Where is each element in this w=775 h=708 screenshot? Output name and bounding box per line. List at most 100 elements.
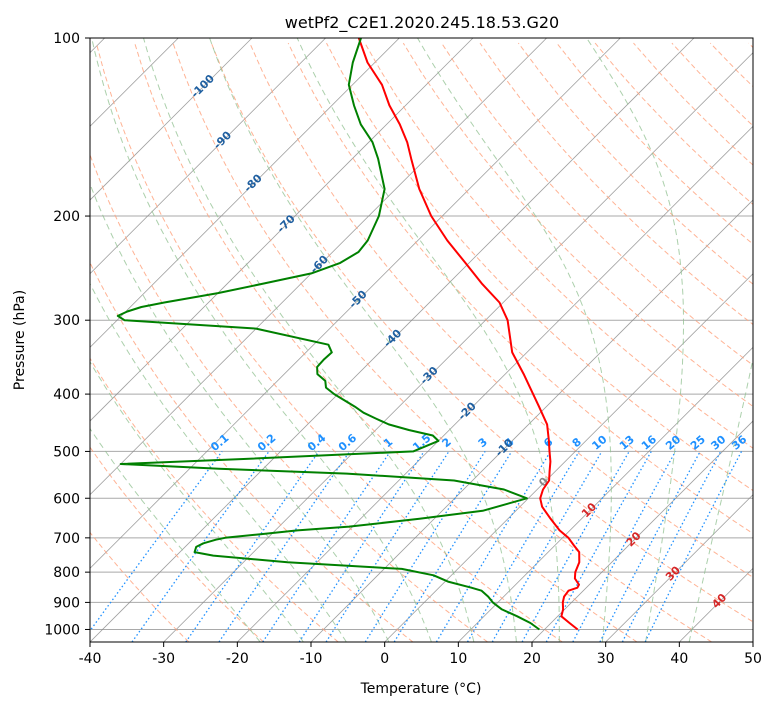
y-axis-title: Pressure (hPa) xyxy=(12,290,28,390)
isotherm-line xyxy=(90,38,695,642)
y-tick-label: 1000 xyxy=(44,622,80,638)
plot-frame xyxy=(89,37,754,643)
moist-adiabat-line xyxy=(296,38,560,642)
mixing-ratio-label: 20 xyxy=(663,433,683,453)
chart-title: wetPf2_C2E1.2020.245.18.53.G20 xyxy=(285,13,559,33)
dry-adiabat-line xyxy=(633,42,753,166)
dry-adiabat-line xyxy=(90,446,264,642)
y-tick-label: 100 xyxy=(53,31,80,47)
moist-adiabat-line xyxy=(90,427,261,642)
y-tick-label: 900 xyxy=(53,595,80,611)
isotherm-label: -90 xyxy=(211,128,234,151)
x-tick-label: -40 xyxy=(79,651,102,667)
x-tick-label: -20 xyxy=(226,651,249,667)
isotherm-line xyxy=(752,641,753,642)
data-layer xyxy=(116,38,581,631)
dry-adiabat-line xyxy=(709,42,753,88)
dry-adiabat-line xyxy=(90,357,339,642)
reference-label-layer: 0.1 0.2 0.4 0.6 1 1.5 2 3 4 6 8 10 13 16 20 25 30 36-100-… xyxy=(188,72,749,611)
moist-adiabat-line xyxy=(91,38,432,642)
isotherm-line xyxy=(90,38,326,275)
mixing-ratio-label: 36 xyxy=(729,433,749,453)
mixing-ratio-line xyxy=(393,451,513,642)
dry-adiabat-line xyxy=(249,42,753,578)
dry-adiabat-line xyxy=(287,42,753,535)
isotherm-label: 40 xyxy=(709,591,729,611)
isotherm-line xyxy=(237,125,753,642)
dry-adiabat-line xyxy=(402,42,753,408)
mixing-ratio-line xyxy=(185,451,320,642)
dry-adiabat-line xyxy=(517,42,753,285)
mixing-ratio-line xyxy=(262,451,391,642)
mixing-ratio-line xyxy=(298,451,425,642)
y-tick-label: 300 xyxy=(53,313,80,329)
dry-adiabat-line xyxy=(479,42,753,326)
y-tick-label: 800 xyxy=(53,565,80,581)
mixing-ratio-line xyxy=(131,451,270,642)
moist-adiabat-line xyxy=(90,360,304,642)
isotherm-line xyxy=(90,38,253,201)
y-tick-label: 600 xyxy=(53,491,80,507)
y-tick-label: 700 xyxy=(53,531,80,547)
isotherm-line xyxy=(605,494,753,642)
moist-adiabat-line xyxy=(209,38,517,642)
isotherm-line xyxy=(679,567,753,642)
y-tick-label: 200 xyxy=(53,209,80,225)
mixing-ratio-label: 16 xyxy=(639,433,659,453)
moist-adiabat-line xyxy=(586,38,684,642)
moist-adiabat-line xyxy=(688,356,753,642)
isotherm-line xyxy=(90,38,400,348)
isotherm-label: -30 xyxy=(418,364,441,387)
mixing-ratio-label: 0.6 xyxy=(336,431,360,454)
dry-adiabat-line xyxy=(326,42,753,492)
x-tick-label: 30 xyxy=(597,651,615,667)
dewpoint-profile-line xyxy=(116,38,540,631)
mixing-ratio-label: 13 xyxy=(617,433,637,453)
mixing-ratio-label: 25 xyxy=(688,433,708,453)
isotherm-line xyxy=(458,346,753,642)
mixing-ratio-line xyxy=(90,451,223,632)
isotherm-line xyxy=(90,38,621,569)
mixing-ratio-label: 30 xyxy=(708,433,728,453)
x-axis-title: Temperature (°C) xyxy=(360,681,482,697)
mixing-ratio-line xyxy=(621,451,722,642)
x-tick-label: 20 xyxy=(523,651,541,667)
mixing-ratio-line xyxy=(572,451,677,642)
isotherm-line xyxy=(90,38,547,496)
x-tick-label: 50 xyxy=(744,651,762,667)
mixing-ratio-label: 3 xyxy=(476,435,490,450)
y-tick-label: 500 xyxy=(53,444,80,460)
isotherm-label: 30 xyxy=(663,563,683,583)
dry-adiabat-line xyxy=(134,42,638,642)
moist-adiabat-line xyxy=(143,38,475,642)
mixing-ratio-label: 0.1 xyxy=(208,431,231,453)
isotherm-label: 10 xyxy=(579,500,599,520)
dry-adiabat-line xyxy=(90,153,488,642)
x-tick-label: -10 xyxy=(300,651,323,667)
mixing-ratio-line xyxy=(599,451,701,642)
moist-adiabat-line xyxy=(90,282,347,642)
x-tick-label: -30 xyxy=(152,651,175,667)
isotherm-line xyxy=(90,38,474,422)
temperature-profile-line xyxy=(357,38,581,631)
isotherm-label: -10 xyxy=(493,436,516,459)
mixing-ratio-label: 0.2 xyxy=(255,431,278,453)
dry-adiabat-line xyxy=(90,531,190,642)
dry-adiabat-line xyxy=(210,42,753,623)
moist-adiabat-line xyxy=(90,182,390,642)
isotherm-line xyxy=(531,420,753,642)
isotherm-line xyxy=(163,52,753,642)
dry-adiabat-line xyxy=(556,42,753,245)
x-tick-label: 40 xyxy=(670,651,688,667)
x-tick-label: 0 xyxy=(380,651,389,667)
mixing-ratio-line xyxy=(218,451,351,642)
isotherm-label: -40 xyxy=(381,326,404,349)
mixing-ratio-line xyxy=(545,451,652,642)
moist-adiabat-line xyxy=(417,38,612,642)
x-tick-label: 10 xyxy=(449,651,467,667)
axis-layer: -40 -30 -20 -10 0 10 20 30 40 5010020030040050060… xyxy=(44,31,762,667)
isotherm-label: 20 xyxy=(624,529,644,549)
mixing-ratio-line xyxy=(644,451,743,642)
mixing-ratio-label: 1 xyxy=(381,435,395,450)
